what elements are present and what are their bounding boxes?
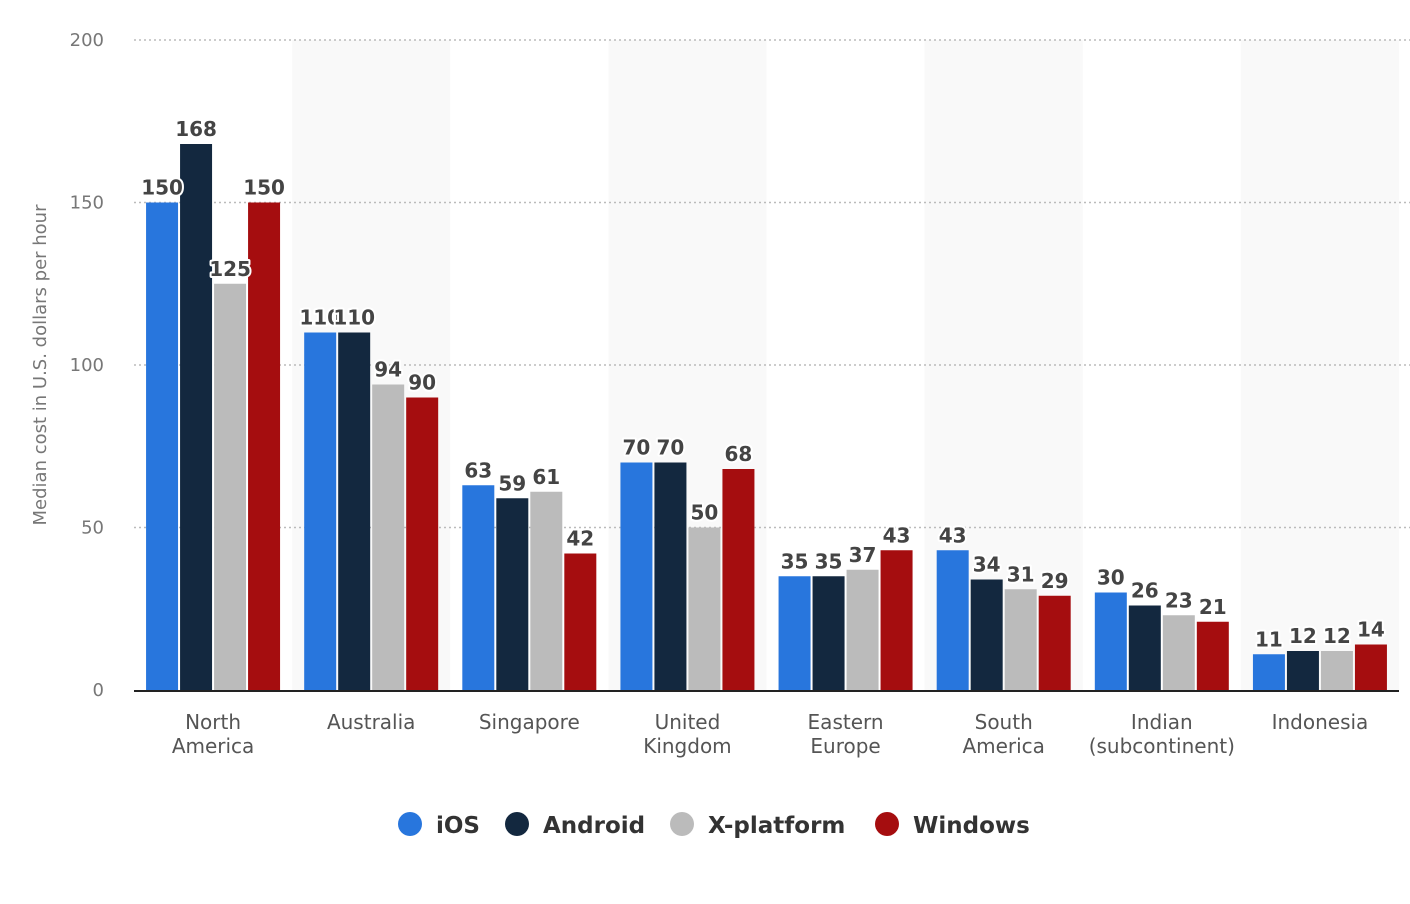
legend-label: X-platform [708,813,845,839]
bar-ios [462,485,495,690]
bar-x-platform [846,569,879,690]
data-label: 42 [566,527,594,551]
x-tick-label: Indian (subcontinent) [1089,710,1235,758]
bar-x-platform [372,384,405,690]
x-tick-label: Singapore [479,710,580,734]
bar-android [970,579,1003,690]
bar-ios [778,576,811,690]
data-label: 43 [939,523,967,547]
bar-x-platform [688,527,721,690]
x-tick-label: South America [962,710,1045,758]
y-tick-label: 150 [70,193,104,214]
data-label: 23 [1165,588,1193,612]
bars [146,144,1387,690]
legend: iOS Android X-platform Windows [398,812,1030,839]
bar-ios [620,462,653,690]
data-label: 150 [243,176,285,200]
bar-x-platform [1162,615,1195,690]
gridlines: 0 50 100 150 200 [70,30,1410,701]
legend-marker-android [505,812,529,836]
y-tick-label: 50 [81,518,104,539]
y-tick-label: 100 [70,355,104,376]
data-label: 110 [333,306,375,330]
bar-x-platform [530,491,563,690]
bar-windows [1038,595,1071,690]
data-label: 94 [374,358,402,382]
y-tick-label: 200 [70,30,104,51]
data-label: 14 [1357,618,1385,642]
bar-windows [406,397,439,690]
data-label: 34 [973,553,1001,577]
data-label: 125 [209,257,251,281]
data-label: 61 [532,465,560,489]
x-tick-label: United Kingdom [643,710,731,758]
bar-x-platform [1320,651,1353,690]
data-label: 30 [1097,566,1125,590]
bar-ios [304,332,337,690]
legend-marker-windows [875,812,899,836]
bar-windows [880,550,913,690]
data-label: 70 [657,436,685,460]
bar-windows [1196,621,1229,690]
bar-ios [146,202,179,690]
bar-android [496,498,529,690]
data-label: 168 [175,117,217,141]
data-label: 150 [141,176,183,200]
data-label: 11 [1255,627,1283,651]
legend-label: iOS [436,813,480,839]
bar-windows [564,553,597,690]
bar-ios [1252,654,1285,690]
bar-windows [248,202,281,690]
bar-android [1286,651,1319,690]
data-label: 29 [1041,569,1069,593]
data-label: 90 [408,371,436,395]
y-axis-title: Median cost in U.S. dollars per hour [30,204,51,526]
bar-ios [1094,592,1127,690]
data-label: 21 [1199,595,1227,619]
bar-windows [1354,644,1387,690]
data-label: 43 [883,523,911,547]
y-tick-label: 0 [93,680,104,701]
data-label: 31 [1007,562,1035,586]
data-label: 50 [691,501,719,525]
x-axis-ticks: North America Australia Singapore United King… [172,710,1368,758]
data-label: 63 [464,458,492,482]
data-label: 59 [498,471,526,495]
data-label: 37 [849,543,877,567]
bar-android [1128,605,1161,690]
bar-x-platform [214,283,247,690]
data-label: 110 [299,306,341,330]
bar-android [654,462,687,690]
bar-android [812,576,845,690]
legend-marker-ios [398,812,422,836]
x-tick-label: Indonesia [1272,710,1369,734]
bar-x-platform [1004,589,1037,690]
x-tick-label: Eastern Europe [808,710,884,758]
data-label: 26 [1131,579,1159,603]
bar-android [338,332,371,690]
legend-label: Android [543,813,645,839]
data-label: 12 [1289,624,1317,648]
x-tick-label: Australia [327,710,415,734]
bar-android [180,144,213,690]
data-label: 68 [725,442,753,466]
x-tick-label: North America [172,710,255,758]
bar-ios [936,550,969,690]
legend-marker-x-platform [670,812,694,836]
legend-label: Windows [913,813,1030,839]
data-label: 35 [815,549,843,573]
data-label: 12 [1323,624,1351,648]
bar-windows [722,469,755,690]
data-label: 35 [781,549,809,573]
data-label: 70 [623,436,651,460]
